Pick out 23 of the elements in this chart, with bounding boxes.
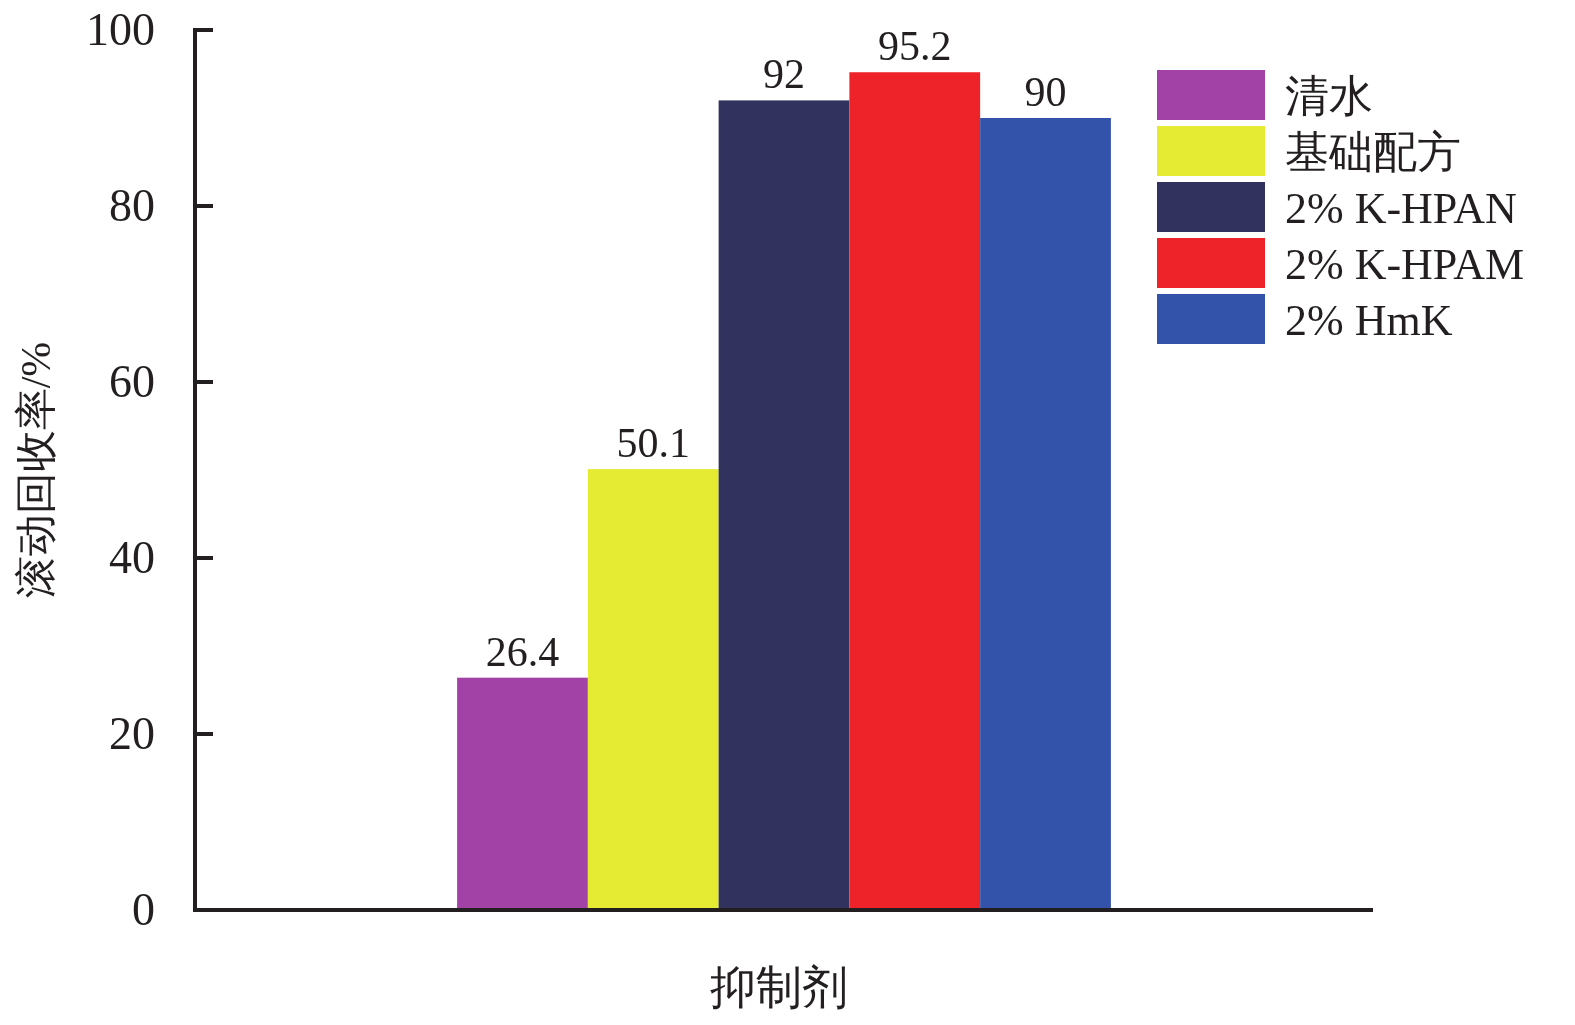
y-tick-label: 80 (109, 180, 155, 231)
legend-label: 2% K-HPAM (1285, 240, 1525, 289)
y-tick-label: 40 (109, 532, 155, 583)
bar (718, 100, 850, 910)
legend-label: 清水 (1285, 72, 1373, 121)
y-axis-title: 滚动回收率/% (13, 341, 59, 599)
y-tick-label: 20 (109, 708, 155, 759)
data-label: 50.1 (616, 420, 690, 467)
data-label: 95.2 (878, 23, 952, 70)
legend-label: 2% K-HPAN (1285, 184, 1517, 233)
data-label: 92 (763, 51, 805, 98)
bar (980, 118, 1111, 910)
data-label: 26.4 (485, 628, 560, 675)
data-label: 90 (1024, 69, 1067, 115)
bar (457, 677, 588, 910)
legend-label: 基础配方 (1285, 128, 1461, 177)
bar (849, 72, 981, 910)
legend-label: 2% HmK (1285, 296, 1453, 345)
y-tick-label: 60 (109, 356, 155, 407)
y-tick-label: 0 (132, 884, 155, 935)
bar (587, 469, 719, 910)
x-axis-title: 抑制剂 (710, 962, 848, 1013)
y-tick-label: 100 (86, 4, 155, 55)
